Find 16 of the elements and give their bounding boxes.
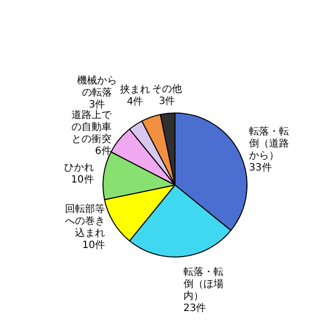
data-label: 4件 bbox=[126, 96, 144, 108]
slice-label: 挟まれ bbox=[120, 84, 150, 96]
data-label: 23件 bbox=[183, 303, 206, 314]
slice-label: 回転部等への巻き込まれ bbox=[64, 203, 105, 240]
slice-label: 機械からの転落 bbox=[77, 74, 118, 98]
slice-label: 道路上での自動車との衝突 bbox=[71, 108, 112, 145]
data-label: 3件 bbox=[158, 96, 176, 107]
data-label: 6件 bbox=[95, 146, 112, 157]
data-label: 3件 bbox=[88, 99, 106, 110]
slice-label: ひかれ bbox=[64, 162, 94, 174]
data-label: 33件 bbox=[249, 162, 272, 174]
slice-label: 転落・転倒（ほ場内） bbox=[183, 266, 224, 302]
slice-label: 転落・転倒（道路から） bbox=[249, 125, 290, 162]
data-label: 10件 bbox=[71, 174, 94, 186]
data-label: 10件 bbox=[82, 240, 105, 252]
slice-label: その他 bbox=[152, 82, 182, 95]
